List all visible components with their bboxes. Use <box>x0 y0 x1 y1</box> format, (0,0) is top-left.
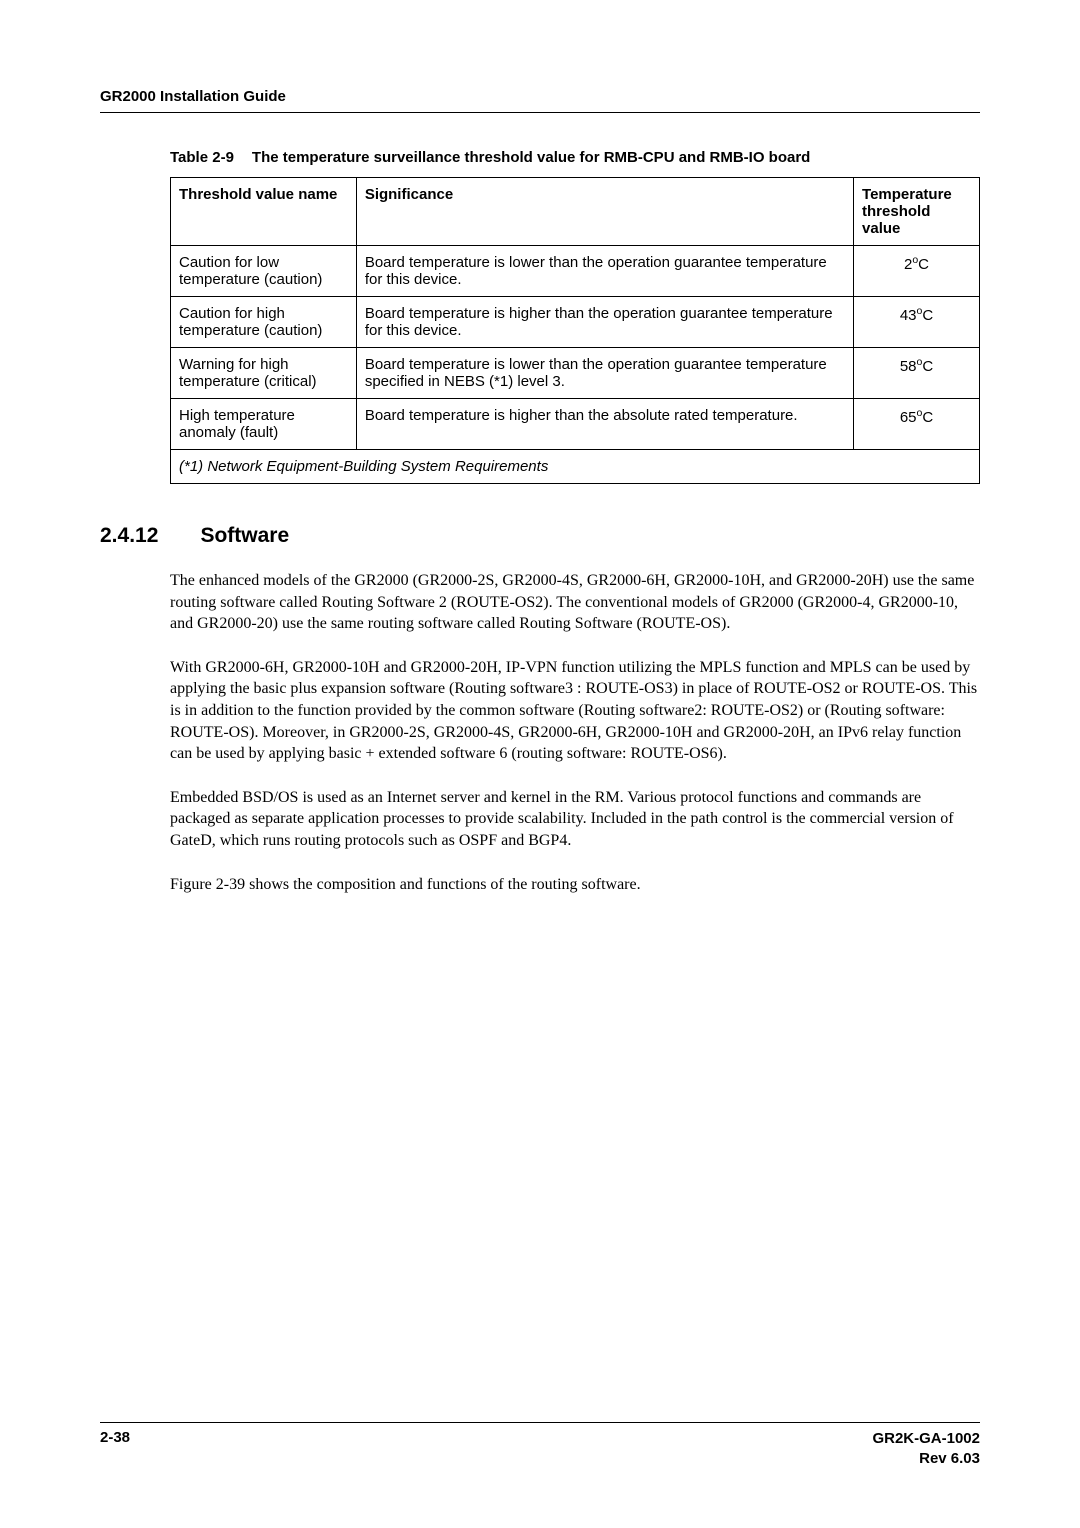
table-footnote: (*1) Network Equipment-Building System R… <box>171 450 980 484</box>
table-row: Caution for low temperature (caution) Bo… <box>171 246 980 297</box>
cell-significance: Board temperature is higher than the abs… <box>356 399 853 450</box>
header-title: GR2000 Installation Guide <box>100 88 286 105</box>
table-header-row: Threshold value name Significance Temper… <box>171 178 980 246</box>
cell-significance: Board temperature is lower than the oper… <box>356 348 853 399</box>
cell-threshold-name: Caution for low temperature (caution) <box>171 246 357 297</box>
body-paragraph: The enhanced models of the GR2000 (GR200… <box>170 570 980 635</box>
cell-threshold-name: Warning for high temperature (critical) <box>171 348 357 399</box>
table-caption: Table 2-9 The temperature surveillance th… <box>170 149 980 167</box>
body-paragraph: Embedded BSD/OS is used as an Internet s… <box>170 787 980 852</box>
body-paragraph: Figure 2-39 shows the composition and fu… <box>170 874 980 896</box>
col-header-significance: Significance <box>356 178 853 246</box>
table-row: Caution for high temperature (caution) B… <box>171 297 980 348</box>
cell-significance: Board temperature is higher than the ope… <box>356 297 853 348</box>
col-header-temp: Temperature threshold value <box>854 178 980 246</box>
section-heading: 2.4.12 Software <box>100 524 980 548</box>
section-title: Software <box>200 524 289 548</box>
section-number: 2.4.12 <box>100 524 196 548</box>
footer-doc-info: GR2K-GA-1002 Rev 6.03 <box>872 1429 980 1468</box>
body-paragraph: With GR2000-6H, GR2000-10H and GR2000-20… <box>170 657 980 765</box>
table-caption-text: The temperature surveillance threshold v… <box>252 149 810 166</box>
cell-temp-value: 65oC <box>854 399 980 450</box>
footer-doc-id: GR2K-GA-1002 <box>872 1429 980 1449</box>
footer-rev: Rev 6.03 <box>872 1449 980 1469</box>
page-header: GR2000 Installation Guide <box>100 88 980 113</box>
footer-page-number: 2-38 <box>100 1429 130 1446</box>
cell-temp-value: 58oC <box>854 348 980 399</box>
cell-temp-value: 2oC <box>854 246 980 297</box>
table-footnote-row: (*1) Network Equipment-Building System R… <box>171 450 980 484</box>
threshold-table: Threshold value name Significance Temper… <box>170 177 980 484</box>
table-row: High temperature anomaly (fault) Board t… <box>171 399 980 450</box>
cell-temp-value: 43oC <box>854 297 980 348</box>
cell-significance: Board temperature is lower than the oper… <box>356 246 853 297</box>
col-header-threshold: Threshold value name <box>171 178 357 246</box>
cell-threshold-name: Caution for high temperature (caution) <box>171 297 357 348</box>
table-row: Warning for high temperature (critical) … <box>171 348 980 399</box>
table-caption-label: Table 2-9 <box>170 149 234 166</box>
page-footer: 2-38 GR2K-GA-1002 Rev 6.03 <box>100 1422 980 1468</box>
cell-threshold-name: High temperature anomaly (fault) <box>171 399 357 450</box>
